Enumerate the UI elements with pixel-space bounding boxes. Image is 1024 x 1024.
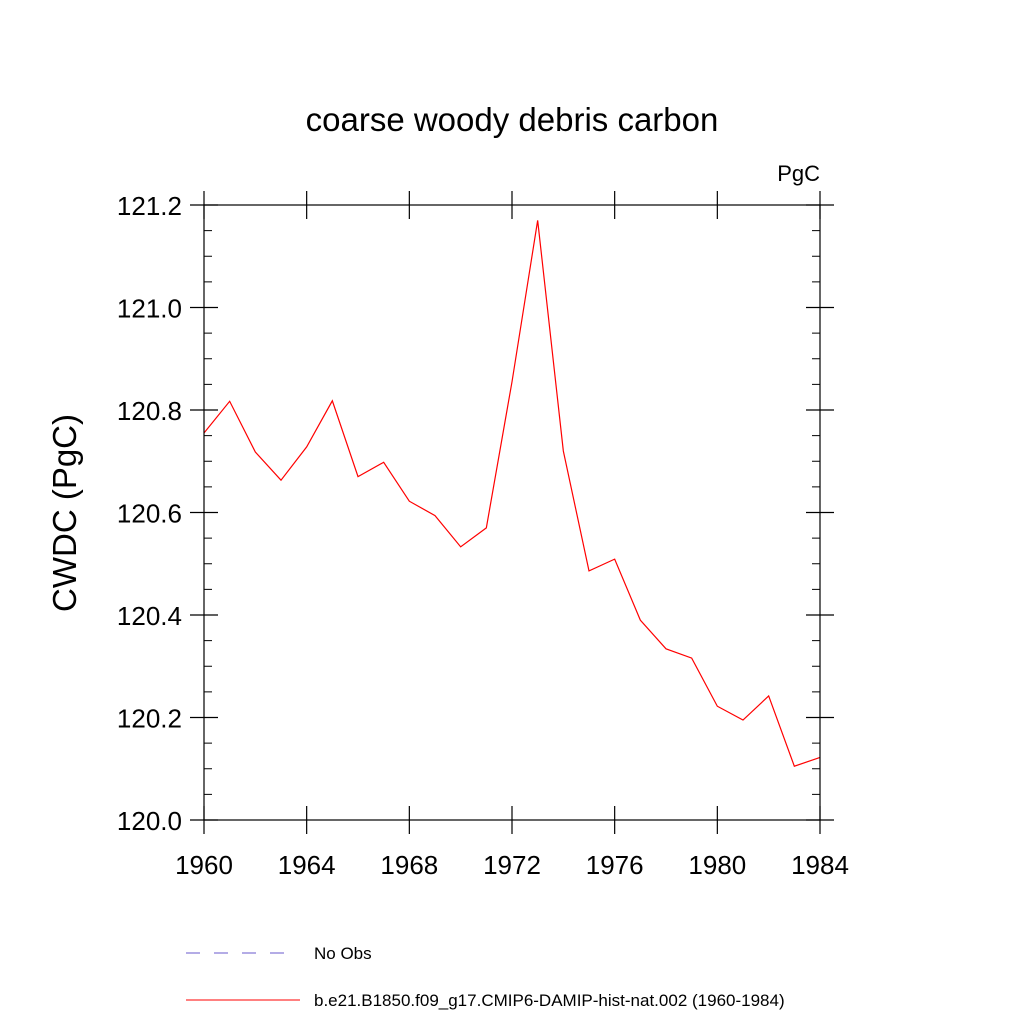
legend-model-label: b.e21.B1850.f09_g17.CMIP6-DAMIP-hist-nat… <box>314 991 785 1010</box>
y-tick-label: 120.0 <box>117 806 182 836</box>
series-layer <box>203 220 821 767</box>
minor-ticks <box>204 204 820 821</box>
legend-no-obs-label: No Obs <box>314 944 372 963</box>
y-tick-label: 121.2 <box>117 191 182 221</box>
plot-frame <box>203 204 821 821</box>
x-tick-label: 1980 <box>688 850 746 880</box>
x-tick-label: 1960 <box>175 850 233 880</box>
major-ticks <box>190 191 834 834</box>
x-tick-label: 1972 <box>483 850 541 880</box>
y-tick-label: 120.6 <box>117 499 182 529</box>
x-tick-label: 1976 <box>586 850 644 880</box>
y-tick-label: 120.4 <box>117 601 182 631</box>
y-axis-label: CWDC (PgC) <box>46 414 83 612</box>
y-tick-label: 120.2 <box>117 704 182 734</box>
series-line <box>203 220 821 767</box>
legend: No Obs b.e21.B1850.f09_g17.CMIP6-DAMIP-h… <box>186 944 785 1010</box>
units-label: PgC <box>777 161 820 186</box>
x-tick-labels: 1960 1964 1968 1972 1976 1980 1984 <box>175 850 849 880</box>
x-tick-label: 1964 <box>278 850 336 880</box>
y-tick-labels: 120.0 120.2 120.4 120.6 120.8 121.0 121.2 <box>117 191 182 836</box>
chart-title: coarse woody debris carbon <box>306 101 719 138</box>
y-tick-label: 120.8 <box>117 396 182 426</box>
x-tick-label: 1984 <box>791 850 849 880</box>
x-tick-label: 1968 <box>380 850 438 880</box>
y-tick-label: 121.0 <box>117 294 182 324</box>
